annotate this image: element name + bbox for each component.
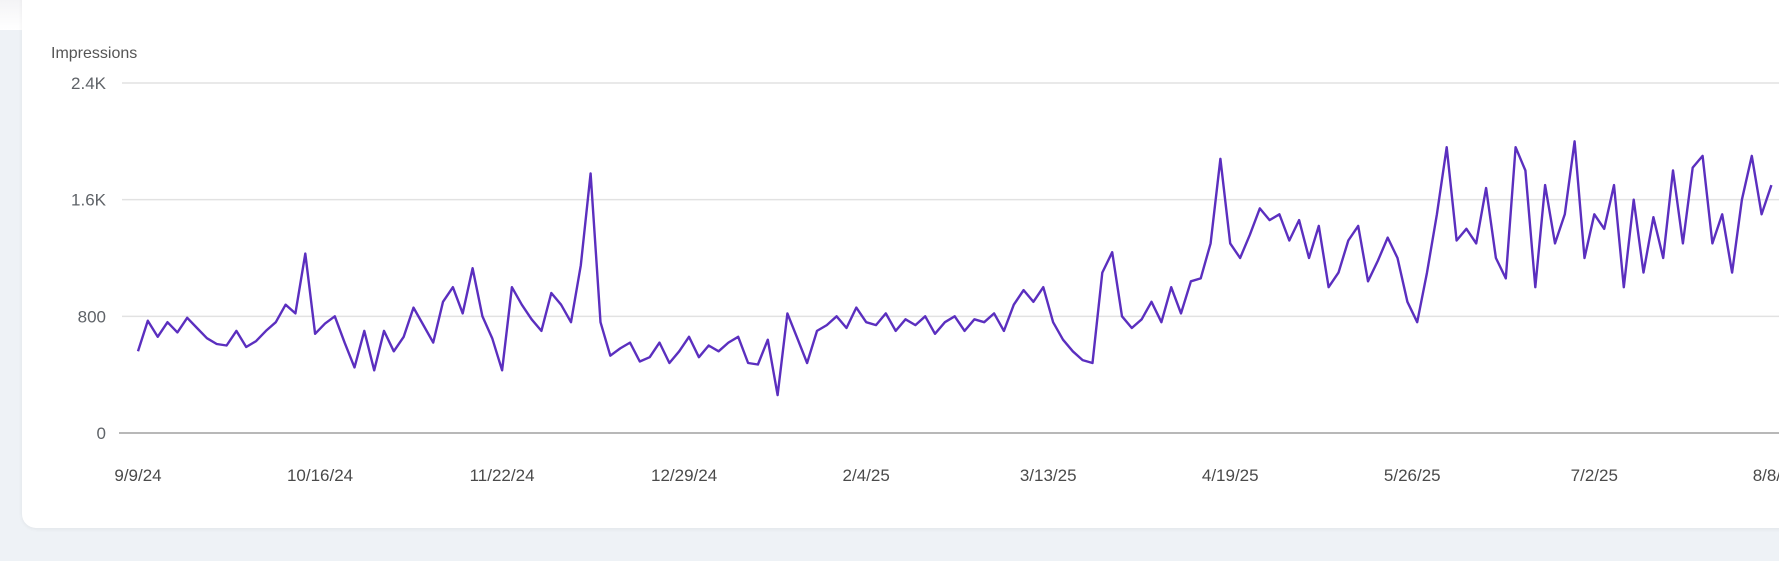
impressions-series-line[interactable] (136, 140, 1773, 397)
x-tick-label: 4/19/25 (1202, 466, 1259, 485)
x-tick-label: 9/9/24 (114, 466, 161, 485)
x-axis-ticks: 9/9/24 10/16/24 11/22/24 12/29/24 2/4/25 3/13… (114, 466, 1779, 485)
y-axis-title: Impressions (51, 45, 137, 62)
x-tick-label: 3/13/25 (1020, 466, 1077, 485)
x-tick-label: 7/2/25 (1571, 466, 1618, 485)
x-tick-label: 8/8/25 (1753, 466, 1779, 485)
x-tick-label: 12/29/24 (651, 466, 717, 485)
y-axis-ticks: 0 800 1.6K 2.4K (71, 74, 107, 443)
x-tick-label: 2/4/25 (843, 466, 890, 485)
y-tick-label: 2.4K (71, 74, 107, 93)
x-tick-label: 5/26/25 (1384, 466, 1441, 485)
y-tick-label: 800 (78, 307, 106, 326)
y-tick-label: 1.6K (71, 191, 107, 210)
x-tick-label: 11/22/24 (470, 466, 535, 485)
x-tick-label: 10/16/24 (287, 466, 353, 485)
gridlines (119, 82, 1779, 434)
chart-card (22, 0, 1779, 528)
y-tick-label: 0 (97, 424, 106, 443)
